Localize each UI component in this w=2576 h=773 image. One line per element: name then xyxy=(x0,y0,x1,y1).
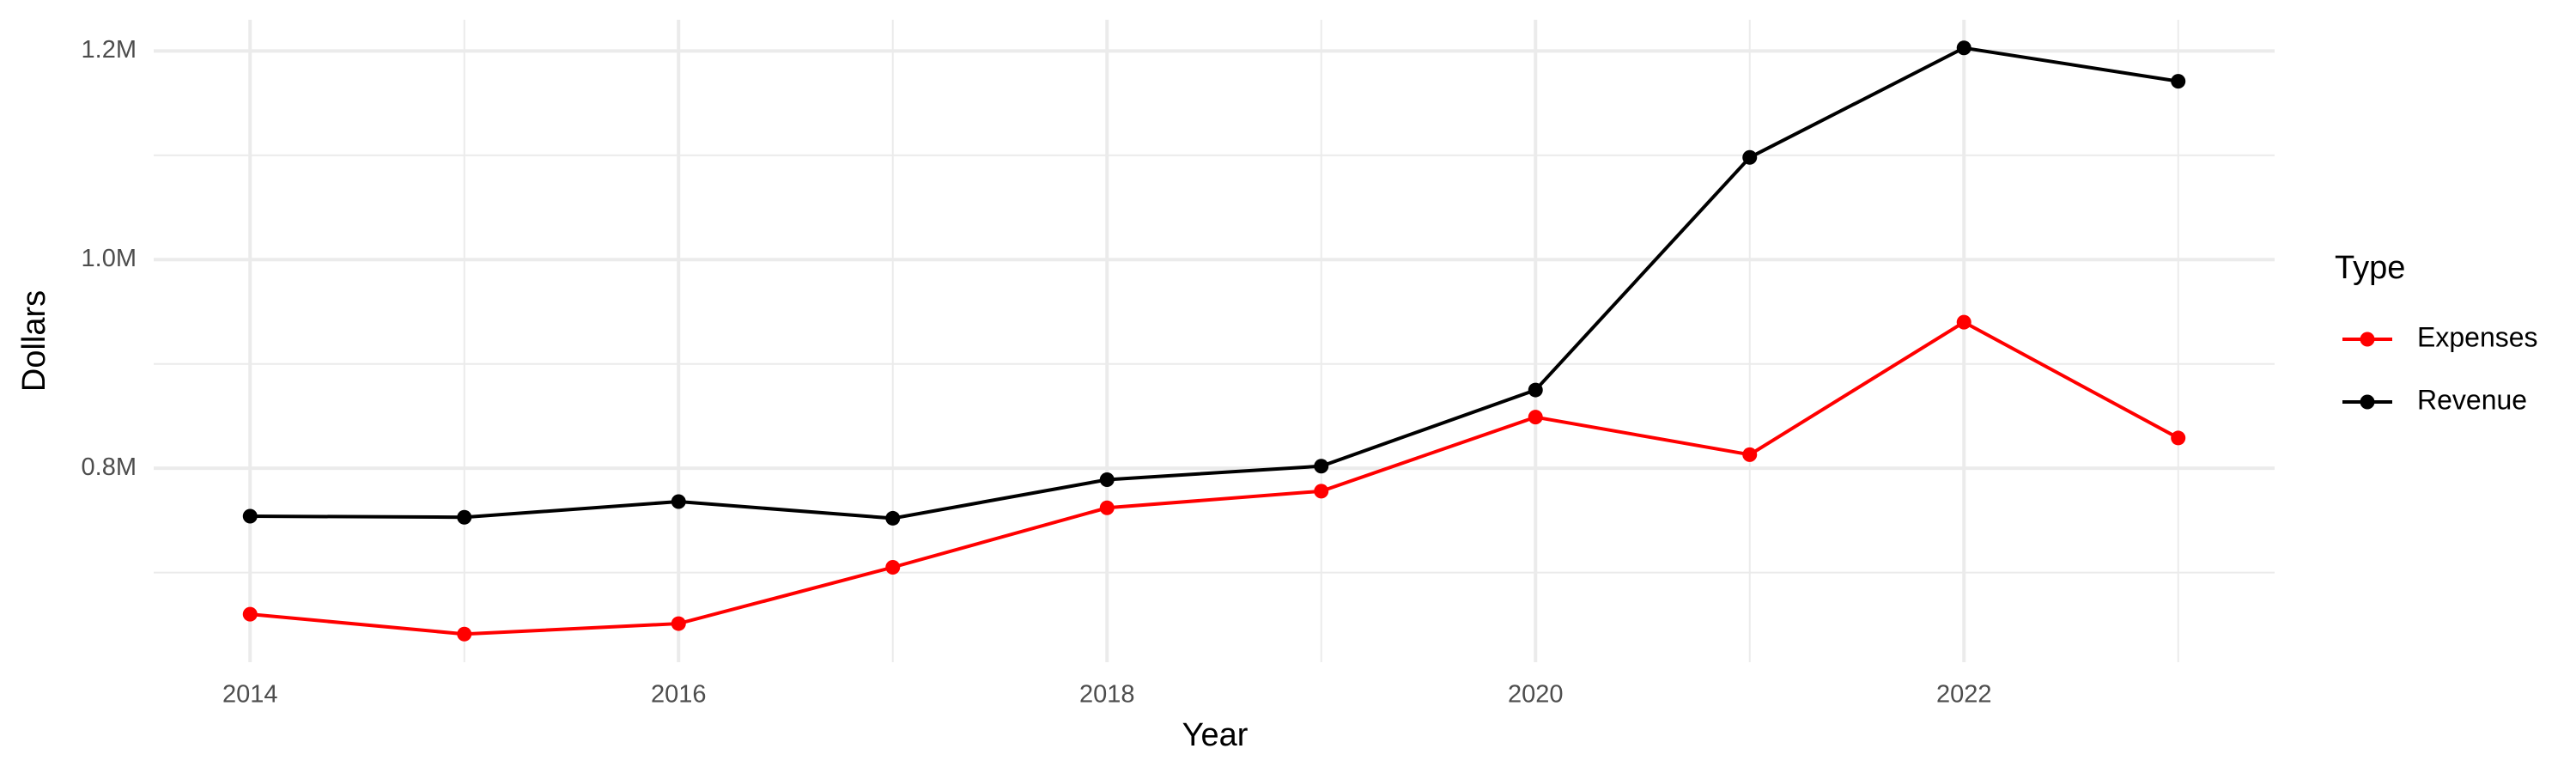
x-tick-label: 2016 xyxy=(651,681,707,709)
data-point xyxy=(885,560,901,575)
legend-key-point xyxy=(2360,332,2375,347)
x-tick-label: 2022 xyxy=(1936,681,1992,709)
legend-title: Type xyxy=(2335,250,2405,286)
data-point xyxy=(1956,40,1971,56)
data-point xyxy=(2171,74,2186,89)
data-point xyxy=(1742,149,1758,165)
legend-key-point xyxy=(2360,394,2375,410)
data-point xyxy=(671,494,686,509)
y-axis-title: Dollars xyxy=(16,290,52,392)
data-point xyxy=(1956,314,1971,330)
data-point xyxy=(885,510,901,526)
x-axis-title: Year xyxy=(1182,717,1249,753)
series-line xyxy=(250,320,2179,636)
legend-label: Revenue xyxy=(2417,384,2527,415)
data-point xyxy=(1528,382,1543,398)
data-point xyxy=(1314,484,1329,499)
data-point xyxy=(457,509,472,525)
data-point xyxy=(457,626,472,642)
series-line xyxy=(250,46,2179,520)
x-tick-label: 2018 xyxy=(1079,681,1135,709)
data-point xyxy=(1314,459,1329,474)
y-tick-label: 1.2M xyxy=(82,36,137,64)
data-point xyxy=(1528,410,1543,425)
data-point xyxy=(242,606,258,622)
x-tick-label: 2020 xyxy=(1508,681,1564,709)
data-point xyxy=(1099,500,1115,515)
y-tick-label: 0.8M xyxy=(82,453,137,481)
data-point xyxy=(2171,430,2186,446)
x-tick-label: 2014 xyxy=(222,681,278,709)
y-tick-label: 1.0M xyxy=(82,245,137,272)
data-point xyxy=(671,616,686,631)
data-point xyxy=(242,508,258,524)
data-point xyxy=(1099,472,1115,487)
legend-label: Expenses xyxy=(2417,321,2538,352)
data-point xyxy=(1742,447,1758,462)
